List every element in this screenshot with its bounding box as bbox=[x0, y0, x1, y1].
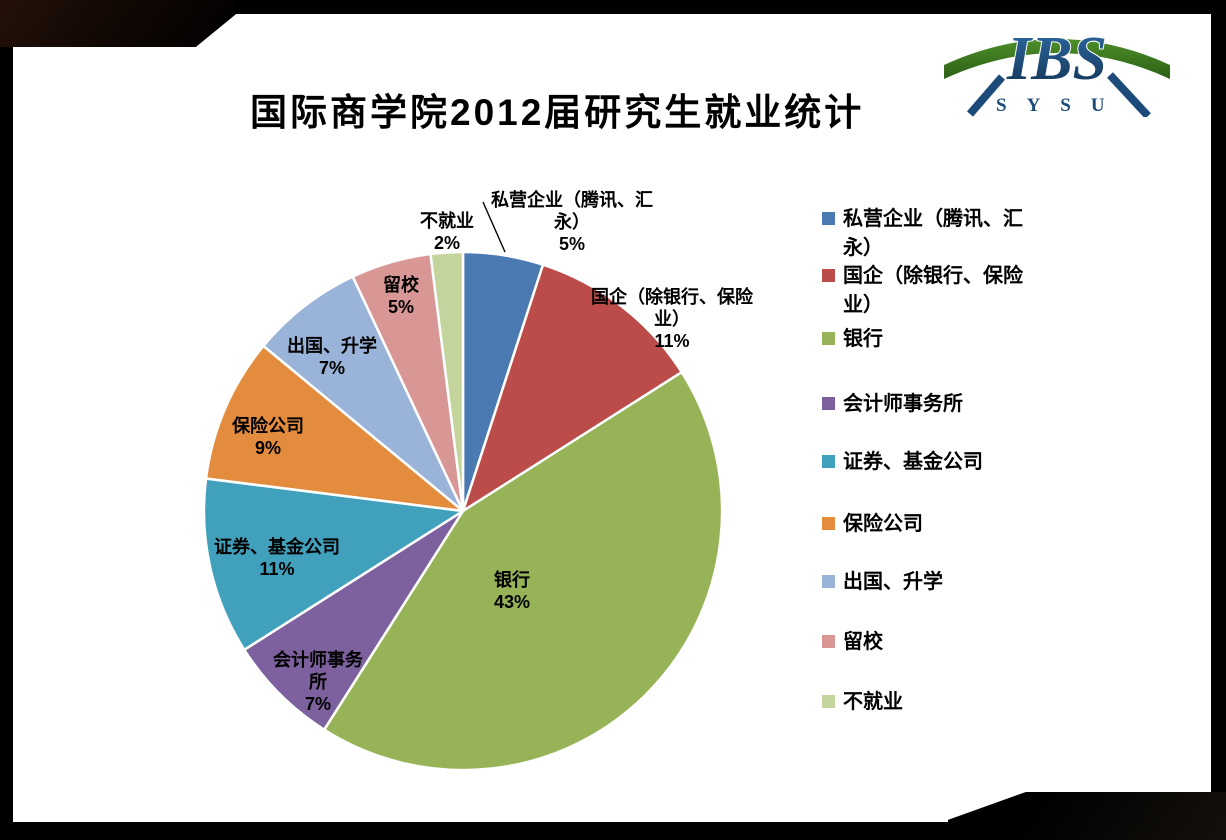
pie-slice-3 bbox=[243, 509, 465, 731]
pie-slice-5 bbox=[204, 344, 465, 513]
frame-corner-top-left bbox=[0, 0, 236, 47]
pie-label-1: 国企（除银行、保险业） 11% bbox=[591, 286, 754, 351]
legend-item-4: 证券、基金公司 bbox=[820, 448, 983, 477]
pie-label-8: 不就业 2% bbox=[420, 210, 474, 253]
pie-label-4: 证券、基金公司 11% bbox=[214, 536, 340, 579]
slide-title: 国际商学院2012届研究生就业统计 bbox=[250, 92, 865, 133]
legend-item-3: 会计师事务所 bbox=[820, 390, 963, 419]
pie-label-6: 出国、升学 7% bbox=[287, 335, 377, 378]
legend-swatch-icon bbox=[822, 397, 835, 410]
legend-item-2: 银行 bbox=[820, 325, 883, 354]
legend-label: 保险公司 bbox=[843, 513, 923, 535]
legend-label: 银行 bbox=[843, 328, 883, 350]
legend-swatch-icon bbox=[822, 575, 835, 588]
legend-swatch-icon bbox=[822, 269, 835, 282]
legend-swatch-icon bbox=[822, 332, 835, 345]
legend-item-1: 国企（除银行、保险 业） bbox=[820, 262, 1023, 320]
pie-label-3: 会计师事务所 7% bbox=[273, 649, 364, 714]
legend-item-7: 留校 bbox=[820, 628, 883, 657]
legend-item-0: 私营企业（腾讯、汇 永） bbox=[820, 205, 1023, 263]
chart-legend: 私营企业（腾讯、汇 永） 国企（除银行、保险 业） 银行会计师事务所 证券、基金公司 保险公… bbox=[820, 200, 1110, 720]
legend-label: 证券、基金公司 bbox=[843, 451, 983, 473]
legend-item-5: 保险公司 bbox=[820, 510, 923, 539]
legend-swatch-icon bbox=[822, 455, 835, 468]
pie-slice-4 bbox=[202, 477, 465, 652]
legend-label: 留校 bbox=[843, 631, 883, 653]
pie-slice-1 bbox=[461, 263, 683, 513]
pie-slice-8 bbox=[429, 250, 465, 513]
logo-subtext: SYSU bbox=[996, 95, 1125, 116]
legend-label: 不就业 bbox=[843, 691, 903, 713]
ibs-sysu-logo: IBS SYSU bbox=[944, 24, 1170, 117]
logo-text: IBS bbox=[1006, 25, 1107, 93]
legend-swatch-icon bbox=[822, 695, 835, 708]
pie-label-7: 留校 5% bbox=[383, 274, 420, 317]
logo-left-slash bbox=[966, 74, 1006, 117]
logo-green-arc bbox=[944, 39, 1170, 79]
logo-right-slash bbox=[1107, 72, 1151, 117]
pie-label-0: 私营企业（腾讯、汇永） 5% bbox=[491, 189, 653, 254]
legend-label: 会计师事务所 bbox=[843, 393, 963, 415]
legend-swatch-icon bbox=[822, 635, 835, 648]
legend-label: 出国、升学 bbox=[843, 571, 943, 593]
label-leader-line bbox=[482, 201, 506, 253]
pie-label-2: 银行 43% bbox=[494, 569, 530, 612]
legend-item-6: 出国、升学 bbox=[820, 568, 943, 597]
pie-slice-6 bbox=[262, 275, 465, 513]
legend-item-8: 不就业 bbox=[820, 688, 903, 717]
legend-swatch-icon bbox=[822, 517, 835, 530]
legend-label: 国企（除银行、保险 业） bbox=[843, 265, 1023, 316]
pie-label-5: 保险公司 9% bbox=[231, 415, 304, 458]
legend-label: 私营企业（腾讯、汇 永） bbox=[843, 208, 1023, 259]
pie-slice-2 bbox=[322, 370, 724, 772]
legend-swatch-icon bbox=[822, 212, 835, 225]
